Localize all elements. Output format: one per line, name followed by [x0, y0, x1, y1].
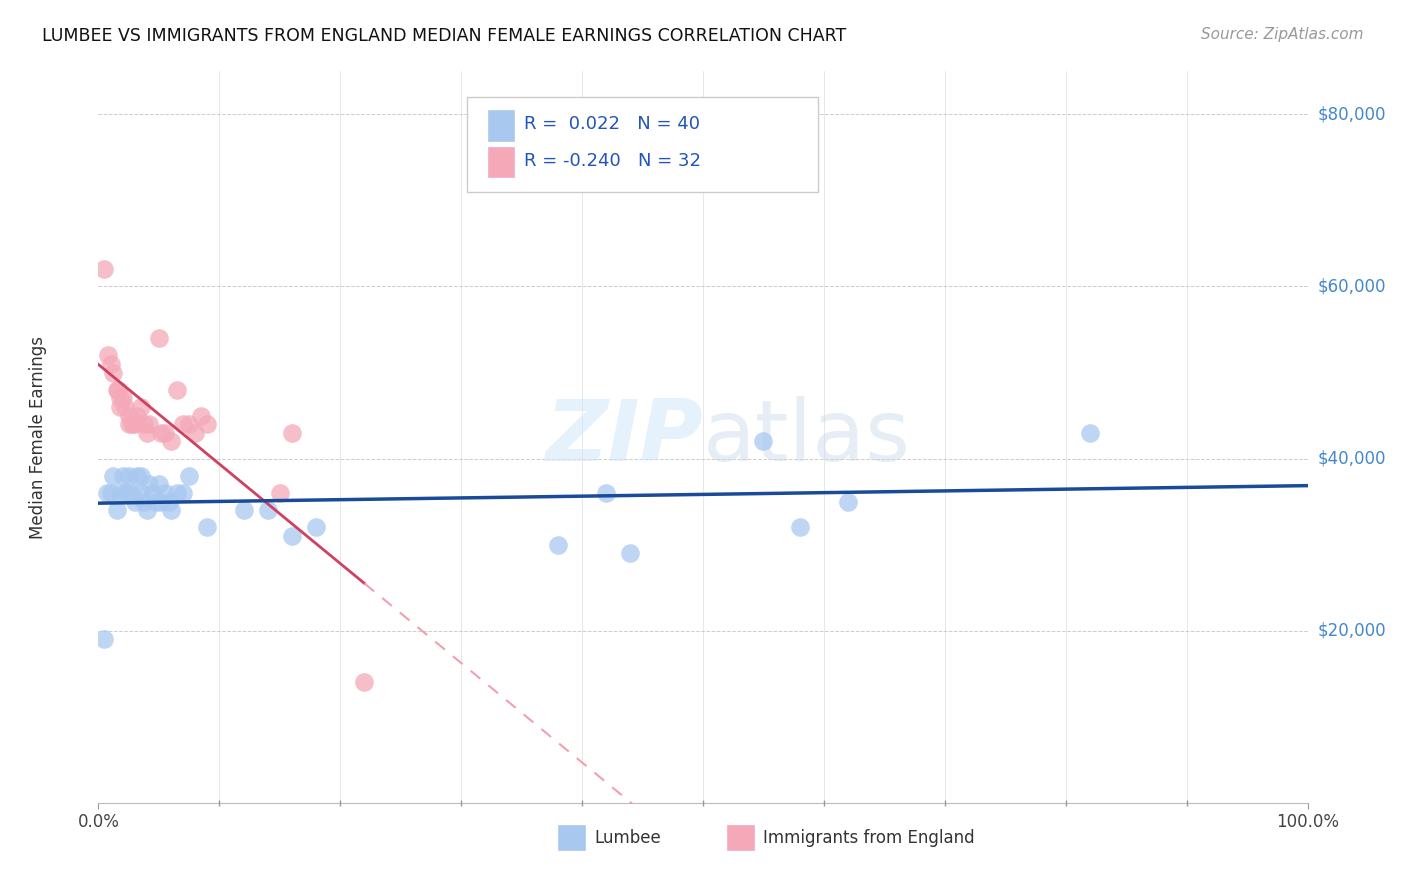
Point	[127, 409, 149, 423]
Point	[752, 434, 775, 449]
Text: Lumbee: Lumbee	[595, 829, 661, 847]
Point	[172, 417, 194, 432]
Point	[135, 425, 157, 440]
Point	[107, 383, 129, 397]
Point	[166, 383, 188, 397]
Text: R = -0.240   N = 32: R = -0.240 N = 32	[524, 152, 702, 169]
Point	[232, 503, 254, 517]
Point	[138, 417, 160, 432]
Point	[118, 409, 141, 423]
Point	[166, 486, 188, 500]
Point	[96, 486, 118, 500]
Text: Median Female Earnings: Median Female Earnings	[30, 335, 46, 539]
Point	[160, 434, 183, 449]
Point	[121, 417, 143, 432]
Point	[101, 468, 124, 483]
Text: Source: ZipAtlas.com: Source: ZipAtlas.com	[1201, 27, 1364, 42]
Text: Immigrants from England: Immigrants from England	[763, 829, 976, 847]
Point	[179, 468, 201, 483]
Point	[184, 425, 207, 440]
Point	[281, 529, 304, 543]
Point	[256, 503, 278, 517]
Point	[595, 486, 617, 500]
Text: $40,000: $40,000	[1317, 450, 1386, 467]
Text: $60,000: $60,000	[1317, 277, 1386, 295]
Point	[101, 366, 124, 380]
Point	[138, 477, 160, 491]
FancyBboxPatch shape	[558, 825, 585, 850]
Point	[108, 392, 131, 406]
Text: atlas: atlas	[703, 395, 911, 479]
Point	[148, 477, 170, 491]
Point	[108, 400, 131, 414]
Point	[150, 425, 173, 440]
Point	[135, 503, 157, 517]
Point	[118, 417, 141, 432]
Point	[153, 486, 176, 500]
Point	[118, 468, 141, 483]
Point	[129, 486, 152, 500]
Point	[1078, 425, 1101, 440]
Point	[134, 417, 156, 432]
Point	[195, 417, 218, 432]
Point	[129, 400, 152, 414]
Point	[142, 486, 165, 500]
FancyBboxPatch shape	[488, 146, 515, 178]
Point	[281, 425, 304, 440]
Point	[172, 486, 194, 500]
FancyBboxPatch shape	[727, 825, 754, 850]
Point	[97, 348, 120, 362]
Point	[353, 675, 375, 690]
Point	[145, 494, 167, 508]
Point	[150, 494, 173, 508]
Point	[305, 520, 328, 534]
Text: $80,000: $80,000	[1317, 105, 1386, 123]
Point	[157, 494, 180, 508]
Point	[124, 417, 146, 432]
Point	[179, 417, 201, 432]
Point	[118, 486, 141, 500]
Point	[111, 468, 134, 483]
Point	[105, 383, 128, 397]
Point	[93, 632, 115, 647]
Point	[111, 392, 134, 406]
FancyBboxPatch shape	[467, 97, 818, 192]
Point	[134, 494, 156, 508]
Point	[153, 425, 176, 440]
Point	[124, 494, 146, 508]
Point	[547, 538, 569, 552]
Point	[269, 486, 291, 500]
Point	[129, 468, 152, 483]
Point	[148, 331, 170, 345]
Point	[114, 400, 136, 414]
Point	[121, 486, 143, 500]
Point	[127, 468, 149, 483]
Point	[114, 486, 136, 500]
Text: ZIP: ZIP	[546, 395, 703, 479]
Point	[190, 409, 212, 423]
Point	[837, 494, 859, 508]
Point	[105, 503, 128, 517]
Point	[93, 262, 115, 277]
Point	[108, 486, 131, 500]
Text: LUMBEE VS IMMIGRANTS FROM ENGLAND MEDIAN FEMALE EARNINGS CORRELATION CHART: LUMBEE VS IMMIGRANTS FROM ENGLAND MEDIAN…	[42, 27, 846, 45]
Text: $20,000: $20,000	[1317, 622, 1386, 640]
Point	[195, 520, 218, 534]
Point	[789, 520, 811, 534]
Point	[100, 357, 122, 371]
Text: R =  0.022   N = 40: R = 0.022 N = 40	[524, 115, 700, 133]
Point	[160, 503, 183, 517]
Point	[619, 546, 641, 560]
Point	[100, 486, 122, 500]
FancyBboxPatch shape	[488, 110, 515, 141]
